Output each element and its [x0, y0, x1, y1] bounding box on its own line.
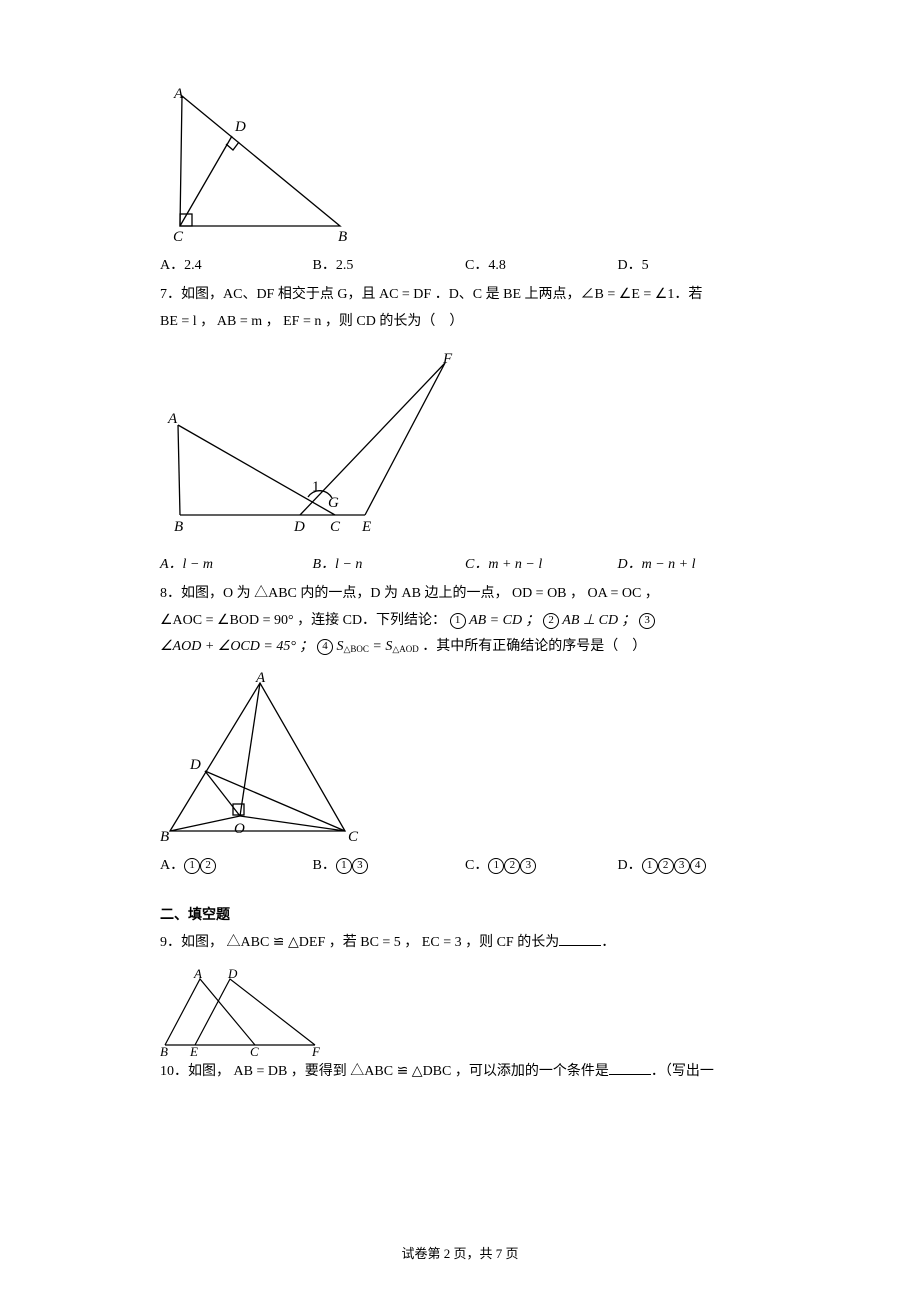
q9-blank [559, 932, 601, 946]
svg-text:A: A [255, 671, 266, 686]
q7-option-c: C．m + n − l [465, 553, 618, 573]
page-footer: 试卷第 2 页，共 7 页 [0, 1243, 920, 1262]
q8-stem: 8．如图，O 为 △ABC 内的一点，D 为 AB 边上的一点， OD = OB… [160, 581, 770, 661]
svg-text:C: C [173, 229, 184, 245]
q7-option-d: D．m − n + l [618, 553, 771, 573]
q7-options: A．l − m B．l − n C．m + n − l D．m − n + l [160, 553, 770, 573]
q8-stem-line-2: ∠AOC = ∠BOD = 90° ，连接 CD．下列结论： 1 AB = CD… [160, 608, 770, 635]
svg-text:1: 1 [312, 479, 320, 495]
svg-text:D: D [189, 757, 201, 773]
svg-text:D: D [227, 967, 238, 981]
svg-text:A: A [173, 86, 184, 102]
q6-option-b: B．2.5 [313, 254, 466, 274]
q6-options: A．2.4 B．2.5 C．4.8 D．5 [160, 254, 770, 274]
q8-option-a: A．12 [160, 854, 313, 874]
svg-text:B: B [160, 1044, 168, 1057]
section-2-heading: 二、填空题 [160, 904, 770, 924]
svg-text:G: G [328, 495, 339, 511]
svg-text:C: C [250, 1044, 259, 1057]
q8-option-c: C．123 [465, 854, 618, 874]
svg-text:O: O [234, 821, 245, 837]
svg-text:A: A [193, 967, 202, 981]
q10-blank [609, 1061, 651, 1075]
q10-stem: 10．如图， AB = DB ，要得到 △ABC ≌ △DBC ，可以添加的一个… [160, 1059, 770, 1086]
svg-text:D: D [293, 519, 305, 535]
q7-stem-line-1: 7．如图，AC、DF 相交于点 G，且 AC = DF ．D、C 是 BE 上两… [160, 282, 770, 309]
svg-text:B: B [174, 519, 183, 535]
svg-text:D: D [234, 119, 246, 135]
svg-text:A: A [167, 411, 178, 427]
q6-figure: A D C B [160, 86, 770, 246]
q7-stem-line-2: BE = l ， AB = m ， EF = n ，则 CD 的长为（ ） [160, 309, 770, 336]
q6-option-d: D．5 [618, 254, 771, 274]
q8-options: A．12 B．13 C．123 D．1234 [160, 854, 770, 874]
svg-text:B: B [160, 829, 169, 845]
svg-text:E: E [361, 519, 371, 535]
q8-option-d: D．1234 [618, 854, 771, 874]
q6-option-c: C．4.8 [465, 254, 618, 274]
q7-figure: A F B D C E G 1 [160, 345, 770, 545]
svg-text:F: F [442, 351, 453, 367]
svg-text:B: B [338, 229, 347, 245]
q9-figure: A D B E C F [160, 967, 770, 1057]
q9-stem: 9．如图， △ABC ≌ △DEF ，若 BC = 5 ， EC = 3 ，则 … [160, 930, 770, 957]
q8-stem-line-3: ∠AOD + ∠OCD = 45° ； 4 S△BOC = S△AOD ．其中所… [160, 634, 770, 661]
q7-option-a: A．l − m [160, 553, 313, 573]
svg-text:E: E [189, 1044, 198, 1057]
q7-stem: 7．如图，AC、DF 相交于点 G，且 AC = DF ．D、C 是 BE 上两… [160, 282, 770, 335]
q8-figure: A B C D O [160, 671, 770, 846]
q7-option-b: B．l − n [313, 553, 466, 573]
svg-text:F: F [311, 1044, 321, 1057]
q8-option-b: B．13 [313, 854, 466, 874]
q8-stem-line-1: 8．如图，O 为 △ABC 内的一点，D 为 AB 边上的一点， OD = OB… [160, 581, 770, 608]
q6-option-a: A．2.4 [160, 254, 313, 274]
svg-text:C: C [348, 829, 359, 845]
svg-text:C: C [330, 519, 341, 535]
